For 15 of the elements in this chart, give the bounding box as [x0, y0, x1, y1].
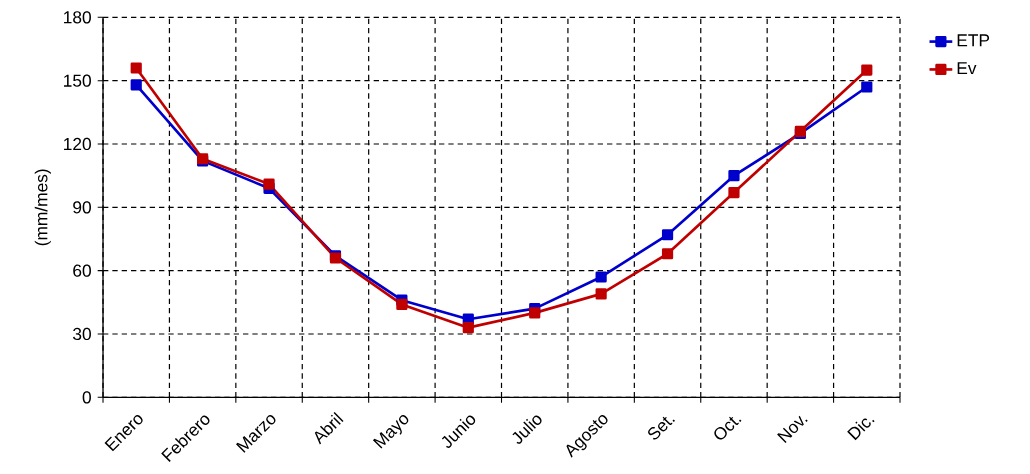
legend-label: ETP — [957, 34, 990, 47]
x-tick-label: Set. — [648, 416, 675, 440]
y-tick-label: 180 — [64, 11, 91, 24]
y-axis-title: (mm/mes) — [34, 169, 51, 246]
y-tick-label: 0 — [82, 391, 91, 404]
y-tick-label: 30 — [73, 327, 91, 341]
y-tick-label: 120 — [64, 137, 91, 151]
y-tick-label: 150 — [64, 74, 91, 87]
x-tick-label: Dic. — [847, 418, 875, 441]
x-tick-label: Nov. — [777, 415, 808, 443]
legend-label: Ev — [957, 62, 977, 75]
x-tick-label: Julio — [512, 415, 542, 444]
y-tick-label: 60 — [73, 264, 91, 277]
y-tick-label: 90 — [73, 201, 91, 214]
x-tick-label: Oct. — [714, 416, 742, 440]
